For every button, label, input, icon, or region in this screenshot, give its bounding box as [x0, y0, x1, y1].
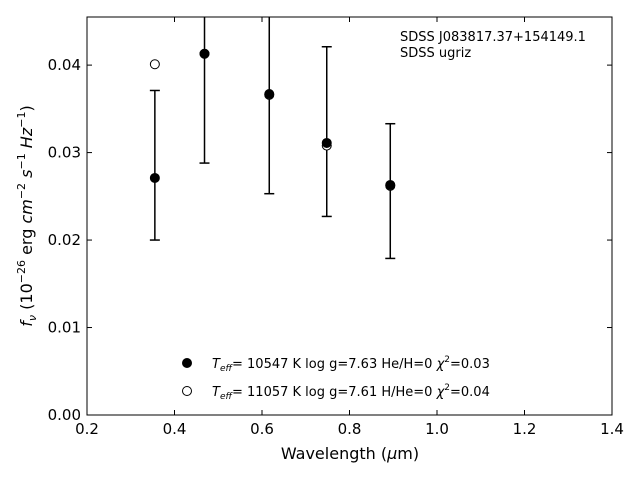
x-tick-label: 0.6 — [250, 420, 274, 438]
x-tick-label: 1.2 — [513, 420, 537, 438]
model-point-filled — [199, 48, 210, 59]
survey-annotation: SDSS ugriz — [400, 46, 471, 61]
y-axis-label: fν (10−26 erg cm−2 s−1 Hz−1) — [15, 105, 39, 326]
model-point-open — [149, 59, 160, 70]
data-layer — [149, 17, 396, 260]
x-tick-label: 0.4 — [163, 420, 187, 438]
x-tick-label: 0.8 — [338, 420, 362, 438]
plot-frame — [86, 16, 613, 416]
object-name-annotation: SDSS J083817.37+154149.1 — [400, 30, 586, 45]
model-point-filled — [264, 88, 275, 99]
x-tick-label: 1.0 — [425, 420, 449, 438]
legend-entry-2: Teff= 11057 K log g=7.61 H/He=0 χ2=0.04 — [212, 383, 490, 402]
legend-marker-open — [182, 386, 192, 396]
plot-area: 0.2 0.4 0.6 0.8 1.0 1.2 1.4 0.00 0.01 0.02 0.03 0.0… — [48, 16, 624, 438]
model-point-filled — [321, 137, 332, 148]
model-point-filled — [385, 179, 396, 190]
y-tick-label: 0.01 — [48, 319, 81, 337]
x-tick-label: 1.4 — [600, 420, 624, 438]
x-tick-label: 0.2 — [75, 420, 99, 438]
legend-marker-filled — [182, 358, 192, 368]
legend-entry-1: Teff= 10547 K log g=7.63 He/H=0 χ2=0.03 — [212, 355, 490, 374]
y-tick-label: 0.02 — [48, 231, 81, 249]
x-axis-label: Wavelength (μm) — [281, 444, 419, 463]
y-tick-label: 0.03 — [48, 144, 81, 162]
y-tick-label: 0.04 — [48, 56, 81, 74]
y-tick-label: 0.00 — [48, 406, 81, 424]
legend: Teff= 10547 K log g=7.63 He/H=0 χ2=0.03 … — [182, 355, 490, 402]
model-point-filled — [149, 172, 160, 183]
